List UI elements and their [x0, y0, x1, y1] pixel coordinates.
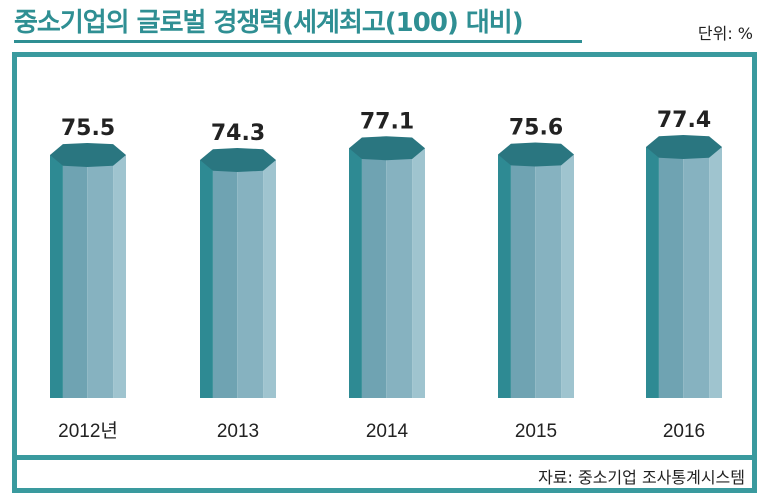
- data-label: 77.1: [360, 109, 414, 134]
- column-top-cap: [349, 136, 425, 161]
- data-label: 77.4: [657, 108, 711, 133]
- data-label: 75.5: [61, 116, 115, 141]
- column-face-right: [709, 147, 722, 398]
- title-underline: [14, 40, 582, 43]
- column-face-center-right: [683, 147, 710, 398]
- category-label: 2012년: [58, 420, 118, 442]
- category-label: 2016: [663, 421, 705, 442]
- column-top-cap: [498, 142, 574, 167]
- category-label: 2015: [515, 421, 557, 442]
- category-label: 2013: [217, 421, 259, 442]
- column-top-cap: [646, 135, 722, 159]
- source-label: 자료: 중소기업 조사통계시스템: [538, 468, 745, 487]
- column-4: 75.6 2015: [498, 116, 574, 442]
- column-face-center-left: [212, 160, 238, 398]
- chart-title: 중소기업의 글로벌 경쟁력(세계최고(100) 대비): [14, 8, 524, 38]
- column-face-left: [200, 160, 213, 398]
- column-face-left: [50, 154, 63, 398]
- column-face-left: [646, 147, 659, 398]
- column-face-left: [349, 148, 362, 398]
- column-face-center-right: [386, 148, 413, 398]
- column-top-cap: [50, 142, 126, 167]
- column-face-right: [263, 160, 276, 398]
- column-face-center-left: [510, 154, 536, 398]
- column-face-center-right: [237, 160, 264, 398]
- unit-label: 단위: %: [697, 24, 753, 43]
- column-face-right: [412, 148, 425, 398]
- column-1: 75.5 2012년: [50, 116, 126, 442]
- column-face-center-left: [361, 148, 387, 398]
- column-3: 77.1 2014: [349, 109, 425, 442]
- column-face-right: [113, 154, 126, 398]
- data-label: 74.3: [211, 121, 265, 146]
- category-label: 2014: [366, 421, 409, 442]
- column-face-right: [561, 154, 574, 398]
- column-face-center-left: [62, 154, 88, 398]
- column-face-center-right: [87, 154, 114, 398]
- source-divider: [12, 455, 757, 493]
- column-face-center-right: [535, 154, 562, 398]
- data-label: 75.6: [509, 116, 563, 141]
- column-5: 77.4 2016: [646, 108, 722, 442]
- column-top-cap: [200, 148, 276, 172]
- column-face-left: [498, 154, 511, 398]
- column-face-center-left: [658, 147, 684, 398]
- column-2: 74.3 2013: [200, 121, 276, 442]
